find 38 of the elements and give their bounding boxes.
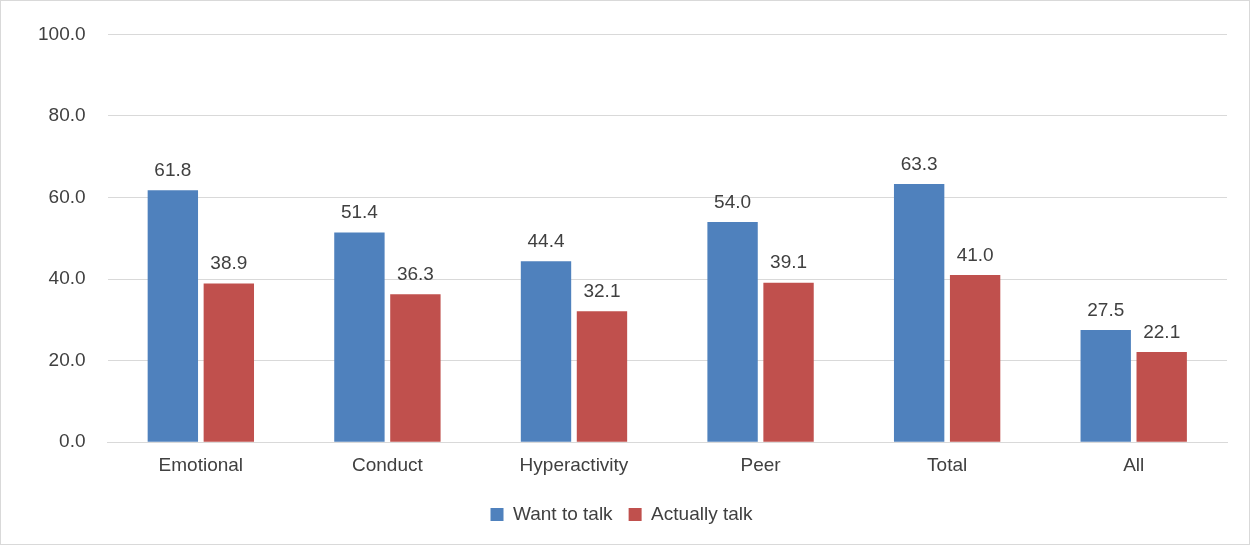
x-tick-label: Conduct — [352, 453, 424, 475]
data-label: 44.4 — [527, 229, 565, 251]
data-label: 51.4 — [340, 201, 379, 223]
x-tick-label: Peer — [740, 453, 782, 475]
bar — [707, 221, 758, 442]
legend-label: Actually talk — [651, 502, 753, 524]
y-tick-label: 20.0 — [48, 348, 86, 370]
bar — [520, 261, 572, 442]
bar — [334, 232, 385, 442]
data-label: 61.8 — [154, 158, 192, 180]
y-tick-label: 40.0 — [48, 267, 86, 289]
bar — [893, 184, 945, 442]
data-label: 54.0 — [714, 190, 752, 212]
bar — [763, 282, 814, 442]
data-label: 36.3 — [396, 262, 434, 284]
data-label: 27.5 — [1087, 298, 1125, 320]
data-label: 39.1 — [770, 251, 808, 273]
bar — [390, 294, 441, 442]
y-tick-label: 60.0 — [48, 185, 86, 207]
x-tick-label: Emotional — [158, 453, 244, 475]
data-label: 38.9 — [210, 252, 248, 274]
x-tick-label: Total — [927, 453, 968, 475]
y-tick-label: 0.0 — [59, 430, 86, 452]
x-tick-label: Hyperactivity — [519, 453, 629, 475]
data-label: 63.3 — [900, 152, 938, 174]
data-label: 41.0 — [956, 243, 994, 265]
bar — [1136, 352, 1187, 442]
y-tick-label: 80.0 — [48, 104, 86, 126]
legend-label: Want to talk — [513, 502, 614, 524]
data-label: 22.1 — [1143, 320, 1181, 342]
x-tick-label: All — [1123, 453, 1145, 475]
bar — [147, 190, 199, 442]
y-tick-label: 100.0 — [38, 22, 86, 44]
bar — [1080, 330, 1131, 442]
bar — [203, 283, 255, 442]
data-label: 32.1 — [583, 280, 621, 302]
bar — [949, 275, 1001, 442]
bar — [576, 311, 628, 442]
